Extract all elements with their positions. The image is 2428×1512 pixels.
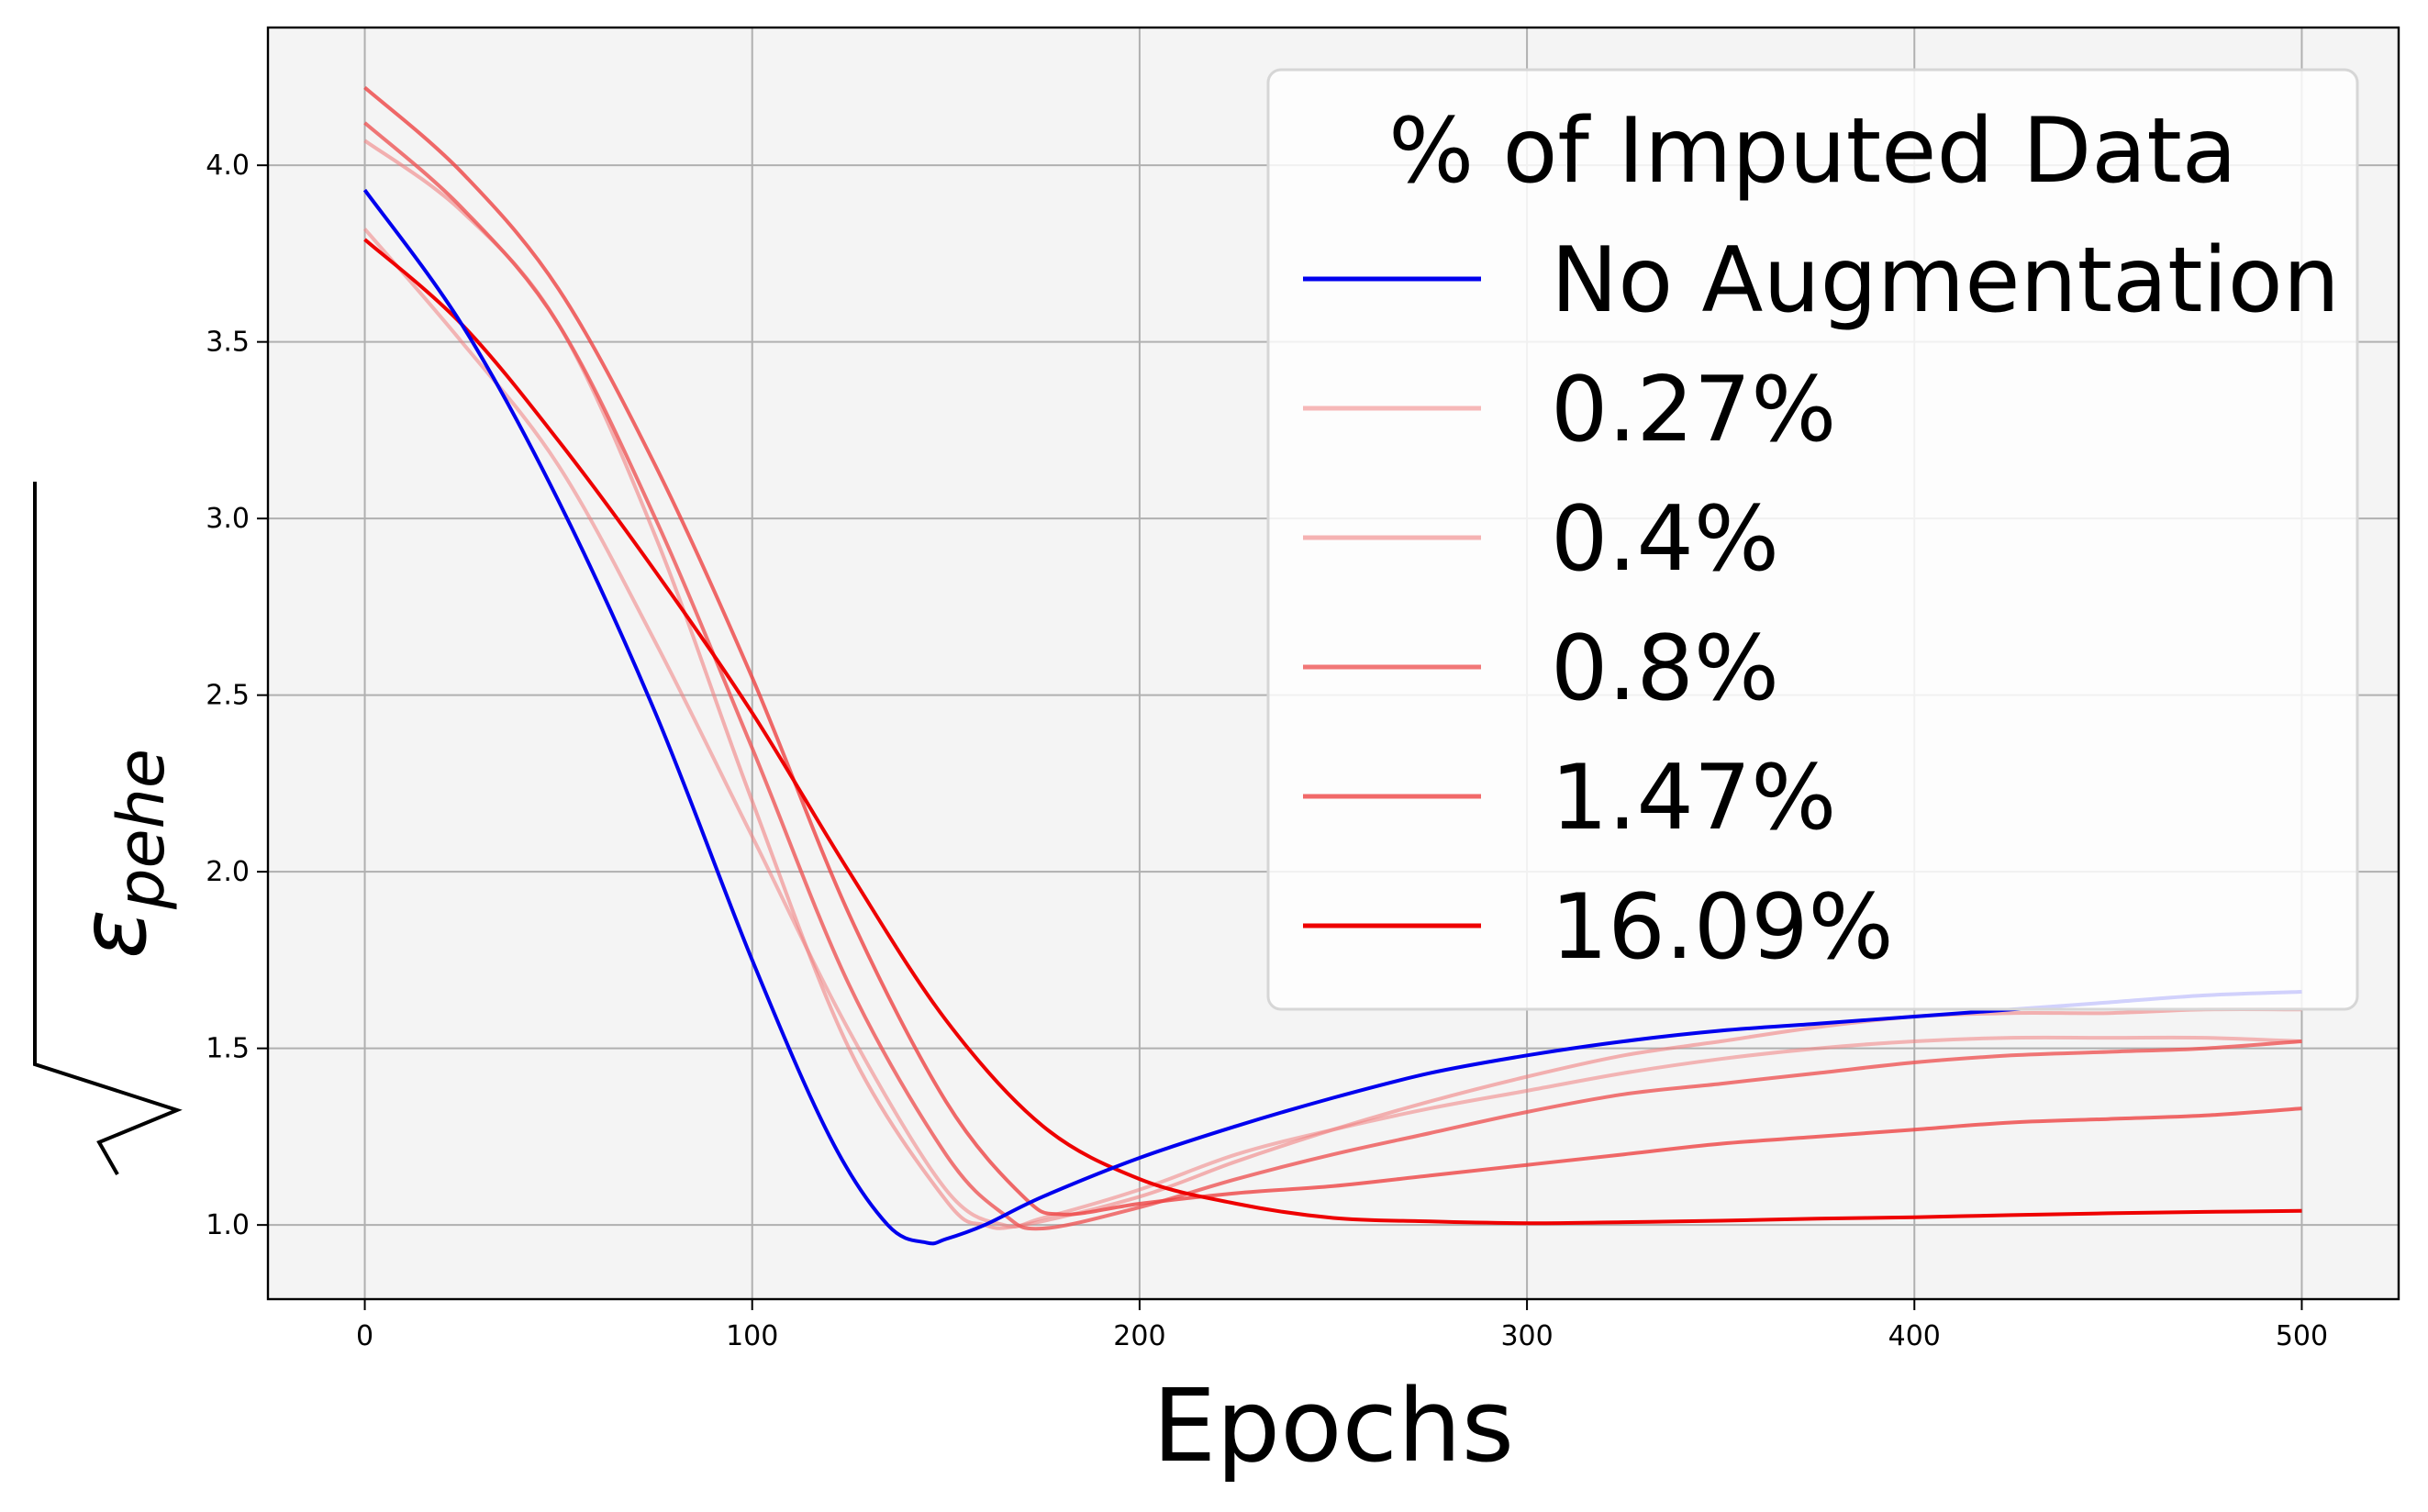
sqrt-symbol bbox=[33, 482, 183, 1175]
y-tick-label: 1.5 bbox=[206, 1033, 250, 1065]
legend: % of Imputed Data No Augmentation 0.27% 0.… bbox=[1266, 68, 2359, 1011]
series-line-1 bbox=[362, 228, 2302, 1229]
y-axis-label-symbol: ε bbox=[60, 909, 167, 959]
series-line-0 bbox=[362, 188, 2302, 1246]
y-tick-label: 3.0 bbox=[206, 503, 250, 535]
svg-text:εpehe: εpehe bbox=[60, 749, 179, 959]
y-tick-label: 2.0 bbox=[206, 856, 250, 888]
y-axis-label-subscript: pehe bbox=[104, 749, 179, 910]
y-tick-label: 3.5 bbox=[206, 327, 250, 359]
legend-label-1: 0.27% bbox=[1551, 358, 1836, 462]
legend-label-3: 0.8% bbox=[1551, 617, 1779, 721]
x-tick-label: 0 bbox=[356, 1320, 373, 1352]
y-tick-label: 1.0 bbox=[206, 1209, 250, 1241]
legend-box bbox=[1266, 68, 2359, 1011]
series-line-5 bbox=[363, 238, 2302, 1226]
series-line-3 bbox=[363, 121, 2302, 1231]
series-lines bbox=[362, 85, 2302, 1246]
series-line-4 bbox=[363, 85, 2302, 1217]
x-tick-label: 500 bbox=[2276, 1320, 2328, 1352]
x-tick-label: 100 bbox=[726, 1320, 778, 1352]
legend-title: % of Imputed Data bbox=[1388, 99, 2237, 204]
y-tick-label: 2.5 bbox=[206, 680, 250, 712]
y-tick-label: 4.0 bbox=[206, 150, 250, 182]
x-tick-label: 200 bbox=[1113, 1320, 1165, 1352]
y-axis-label: εpehe bbox=[33, 482, 183, 1175]
x-tick-label: 400 bbox=[1888, 1320, 1941, 1352]
plot-frame bbox=[266, 26, 2400, 1301]
x-axis-label: Epochs bbox=[1153, 1367, 1514, 1484]
legend-label-2: 0.4% bbox=[1551, 487, 1779, 592]
x-tick-label: 300 bbox=[1500, 1320, 1553, 1352]
legend-label-5: 16.09% bbox=[1551, 875, 1894, 980]
y-axis-ticks: 1.0 1.5 2.0 2.5 3.0 3.5 4.0 bbox=[206, 150, 268, 1241]
legend-label-4: 1.47% bbox=[1551, 746, 1836, 850]
legend-label-0: No Augmentation bbox=[1551, 228, 2340, 333]
x-axis-ticks: 0 100 200 300 400 500 bbox=[356, 1299, 2328, 1352]
